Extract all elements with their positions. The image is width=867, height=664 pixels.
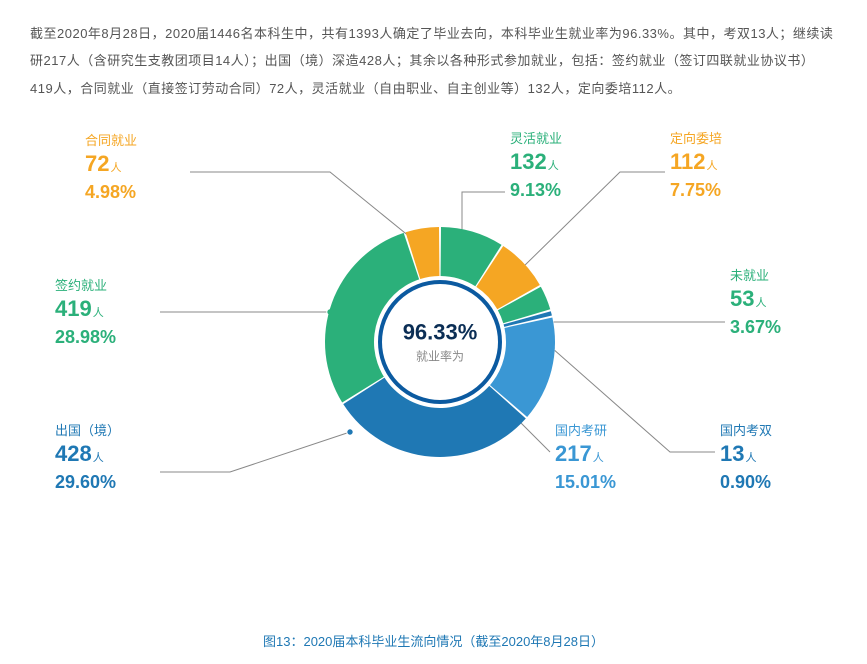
callout-pct: 3.67% (730, 315, 781, 339)
callout-title: 定向委培 (670, 130, 722, 148)
callout-oriented: 定向委培112人 7.75% (670, 130, 722, 203)
callout-unit: 人 (593, 452, 604, 464)
callout-double: 国内考双13人 0.90% (720, 422, 772, 495)
callout-count: 13 (720, 441, 744, 466)
center-label: 96.33% 就业率为 (403, 319, 478, 364)
callout-unit: 人 (93, 307, 104, 319)
callout-pct: 28.98% (55, 325, 116, 349)
callout-grad: 国内考研217人 15.01% (555, 422, 616, 495)
callout-title: 签约就业 (55, 277, 116, 295)
callout-title: 灵活就业 (510, 130, 562, 148)
callout-pct: 0.90% (720, 470, 772, 494)
callout-signed: 签约就业419人 28.98% (55, 277, 116, 350)
callout-unit: 人 (707, 160, 718, 172)
callout-pct: 4.98% (85, 180, 137, 204)
figure-caption: 图13：2020届本科毕业生流向情况（截至2020年8月28日） (0, 631, 867, 650)
callout-unit: 人 (548, 160, 559, 172)
callout-count: 419 (55, 296, 92, 321)
callout-count: 112 (670, 149, 706, 174)
callout-title: 国内考研 (555, 422, 616, 440)
donut-chart: 96.33% 就业率为 灵活就业132人9.13%定向委培112人7.75%未就… (30, 112, 837, 572)
callout-title: 未就业 (730, 267, 781, 285)
callout-pct: 9.13% (510, 178, 562, 202)
callout-count: 53 (730, 286, 754, 311)
callout-abroad: 出国（境）428人 29.60% (55, 422, 120, 495)
callout-unit: 人 (110, 162, 121, 174)
callout-title: 合同就业 (85, 132, 137, 150)
callout-pct: 7.75% (670, 178, 722, 202)
callout-unit: 人 (755, 297, 766, 309)
callout-count: 132 (510, 149, 547, 174)
callout-title: 出国（境） (55, 422, 120, 440)
slice-signed (325, 233, 419, 403)
callout-count: 72 (85, 151, 109, 176)
callout-unit: 人 (93, 452, 104, 464)
callout-pct: 29.60% (55, 470, 120, 494)
donut-wrap: 96.33% 就业率为 (320, 222, 560, 462)
callout-contract: 合同就业72人 4.98% (85, 132, 137, 205)
center-percent: 96.33% (403, 319, 478, 345)
callout-pct: 15.01% (555, 470, 616, 494)
callout-unit: 人 (745, 452, 756, 464)
callout-unemp: 未就业53人 3.67% (730, 267, 781, 340)
callout-title: 国内考双 (720, 422, 772, 440)
intro-paragraph: 截至2020年8月28日，2020届1446名本科生中，共有1393人确定了毕业… (30, 20, 837, 102)
callout-flex: 灵活就业132人 9.13% (510, 130, 562, 203)
callout-count: 428 (55, 441, 92, 466)
center-sublabel: 就业率为 (403, 347, 478, 364)
callout-count: 217 (555, 441, 592, 466)
